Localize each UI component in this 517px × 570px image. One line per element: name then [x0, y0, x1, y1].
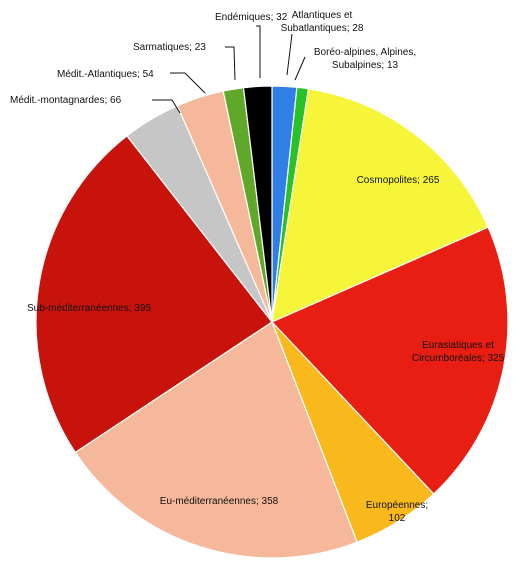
- leader-line-medit-montagnardes: [152, 99, 181, 114]
- slice-eurasiatiques-et-circumboreales: [270, 226, 509, 495]
- slice-cosmopolites: [271, 88, 489, 323]
- data-label-europeennes: Européennes; 102: [366, 500, 428, 524]
- slice-eu-mediterraneennes: [74, 321, 358, 559]
- leader-line-medit-atlantiques: [170, 72, 206, 94]
- slice-sub-mediterraneennes: [35, 135, 273, 454]
- slice-endemiques: [242, 85, 273, 323]
- data-label-medit-montagnardes: Médit.-montagnardes; 66: [10, 95, 122, 106]
- data-label-sarmatiques: Sarmatiques; 23: [133, 42, 206, 53]
- slice-labels: Atlantiques et Subatlantiques; 28 Boréo-al…: [10, 10, 505, 524]
- leader-line-boreo-alpines-alpines-subalpines: [294, 56, 306, 81]
- data-label-eu-mediterraneennes: Eu-méditerranéennes; 358: [160, 496, 279, 507]
- data-label-boreo-alpines-alpines-subalpines: Boréo-alpines, Alpines, Subalpines; 13: [314, 47, 416, 71]
- leader-line-endemiques: [256, 25, 261, 78]
- leader-line-sarmatiques: [225, 46, 236, 81]
- data-label-medit-atlantiques: Médit.-Atlantiques; 54: [57, 69, 154, 80]
- data-label-cosmopolites: Cosmopolites; 265: [357, 175, 440, 186]
- label-leader-lines: [152, 25, 306, 114]
- data-label-atlantiques-et-subatlantiques: Atlantiques et Subatlantiques; 28: [281, 10, 364, 34]
- pie-slices: [35, 85, 509, 559]
- leader-line-atlantiques-et-subatlantiques: [286, 33, 293, 76]
- data-label-eurasiatiques-et-circumboreales: Eurasiatiques et Circumboréales; 325: [412, 340, 505, 364]
- data-label-endemiques: Endémiques; 32: [215, 12, 288, 23]
- data-label-sub-mediterraneennes: Sub-méditerranéennes; 395: [27, 303, 151, 314]
